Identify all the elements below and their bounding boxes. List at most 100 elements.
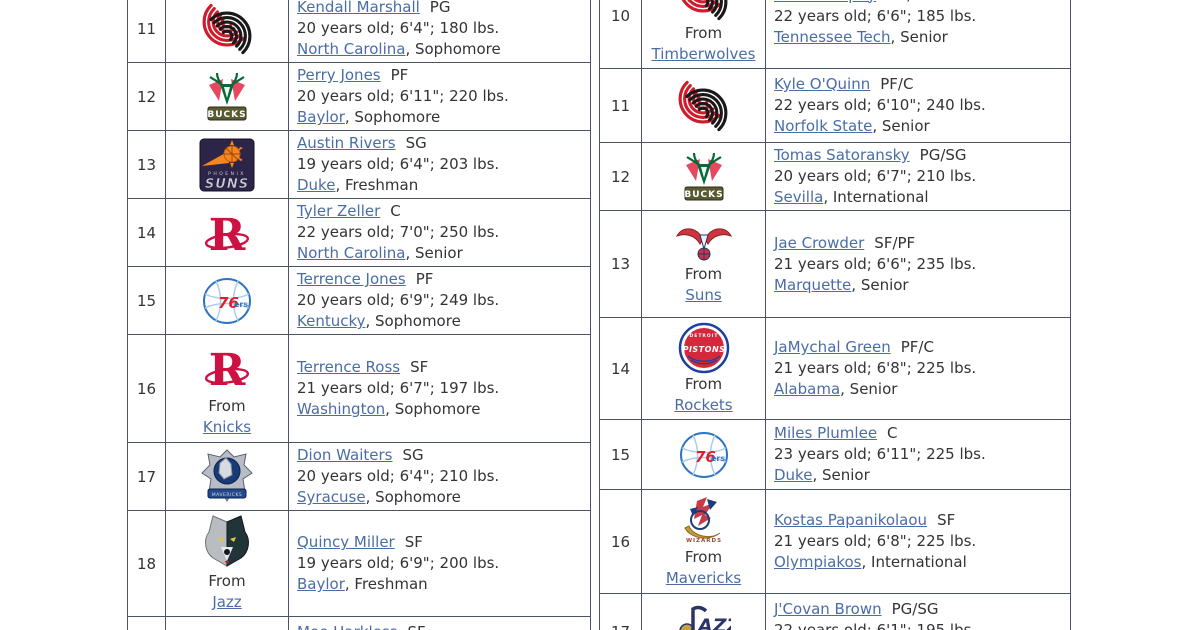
college-link[interactable]: Tennessee Tech bbox=[774, 27, 891, 46]
pick-number: 14 bbox=[610, 359, 631, 378]
pick-number-cell: 14 bbox=[599, 317, 642, 420]
player-name-line: Quincy Miller SF bbox=[297, 532, 584, 553]
team-cell: From Timberwolves bbox=[641, 0, 766, 69]
player-link[interactable]: Kyle O'Quinn bbox=[774, 75, 871, 93]
pick-number-cell: 17 bbox=[127, 442, 166, 511]
pistons-logo-icon: DETROIT PISTONS bbox=[678, 322, 730, 373]
player-position: PG/SG bbox=[919, 146, 967, 164]
player-link[interactable]: Terrence Jones bbox=[297, 270, 406, 288]
pick-number: 15 bbox=[610, 445, 631, 464]
pick-number: 16 bbox=[610, 532, 631, 551]
from-team-link[interactable]: Suns bbox=[685, 286, 722, 304]
pick-number-cell: 13 bbox=[599, 210, 642, 318]
college-line: Alabama, Senior bbox=[774, 379, 1064, 400]
class-text: , Sophomore bbox=[365, 488, 461, 506]
college-link[interactable]: Marquette bbox=[774, 275, 852, 294]
from-team-link[interactable]: Knicks bbox=[202, 417, 252, 436]
table-row: 10 From Timberwolves Kevin Murphy SG/SF 2… bbox=[599, 0, 1071, 69]
college-line: North Carolina, Senior bbox=[297, 243, 584, 264]
team-cell: AZZ bbox=[641, 593, 766, 630]
player-link[interactable]: Austin Rivers bbox=[297, 134, 396, 152]
player-name-line: Kevin Murphy SG/SF bbox=[774, 0, 1064, 6]
player-details: 20 years old; 6'11"; 220 lbs. bbox=[297, 87, 509, 105]
from-team-link[interactable]: Rockets bbox=[674, 395, 733, 414]
college-link[interactable]: Baylor bbox=[297, 108, 345, 126]
player-name-line: Kostas Papanikolaou SF bbox=[774, 510, 1064, 531]
table-row: 18 From Jazz Quincy Miller SF 19 years ol… bbox=[127, 510, 591, 617]
svg-text:AZZ: AZZ bbox=[696, 615, 731, 630]
college-link[interactable]: North Carolina bbox=[297, 40, 406, 58]
college-link[interactable]: Syracuse bbox=[297, 488, 366, 506]
team-cell: MAVERICKS bbox=[165, 442, 289, 511]
college-link[interactable]: North Carolina bbox=[297, 244, 406, 262]
table-row: 14 R Tyler Zeller C 22 years old; 7'0"; 2… bbox=[127, 198, 591, 267]
player-link[interactable]: Quincy Miller bbox=[297, 533, 395, 551]
player-name-line: Miles Plumlee C bbox=[774, 423, 1064, 444]
player-link[interactable]: Kevin Murphy bbox=[774, 0, 876, 4]
wizards-logo-icon: WIZARDS bbox=[676, 496, 732, 544]
college-link[interactable]: Alabama bbox=[774, 380, 841, 398]
player-position: PF/C bbox=[900, 338, 934, 356]
class-text: , Senior bbox=[851, 275, 909, 294]
class-text: , Sophomore bbox=[405, 40, 501, 58]
college-link[interactable]: Kentucky bbox=[297, 312, 366, 330]
timberwolves-logo-icon bbox=[200, 514, 254, 567]
team-cell: From Suns bbox=[641, 210, 766, 318]
player-position: PF bbox=[415, 270, 434, 288]
pick-number-cell: 15 bbox=[599, 419, 642, 490]
player-link[interactable]: Dion Waiters bbox=[297, 446, 393, 464]
table-row: 15 76 ers Miles Plumlee C 23 years old; 6… bbox=[599, 419, 1071, 490]
college-line: Duke, Freshman bbox=[297, 175, 584, 196]
player-details: 22 years old; 7'0"; 250 lbs. bbox=[297, 223, 500, 241]
player-position: SF bbox=[407, 623, 425, 630]
from-team-link[interactable]: Jazz bbox=[212, 592, 242, 611]
college-link[interactable]: Duke bbox=[297, 176, 336, 194]
player-link[interactable]: Miles Plumlee bbox=[774, 424, 878, 442]
player-info-cell: Terrence Jones PF 20 years old; 6'9"; 249… bbox=[288, 266, 591, 335]
svg-text:ers: ers bbox=[711, 454, 725, 463]
player-link[interactable]: Moe Harkless bbox=[297, 623, 397, 630]
class-text: , Senior bbox=[890, 27, 948, 46]
player-info-cell: Kostas Papanikolaou SF 21 years old; 6'8"… bbox=[765, 489, 1071, 594]
pick-number: 11 bbox=[136, 19, 157, 38]
player-info-cell: Moe Harkless SF bbox=[288, 616, 591, 630]
player-position: SF bbox=[404, 533, 423, 551]
table-row: 17 MAVERICKS Dion Waiters SG 20 years old… bbox=[127, 442, 591, 511]
player-position: PG bbox=[429, 0, 451, 16]
college-link[interactable]: Washington bbox=[297, 400, 386, 418]
pick-number-cell bbox=[127, 616, 166, 630]
player-name-line: Dion Waiters SG bbox=[297, 445, 584, 466]
pick-number: 17 bbox=[136, 467, 157, 486]
rockets-logo-icon: R bbox=[204, 345, 250, 396]
table-row: 11 Kendall Marshall PG 20 years old; 6'4"… bbox=[127, 0, 591, 63]
college-link[interactable]: Sevilla bbox=[774, 188, 824, 206]
player-position: SG bbox=[405, 134, 427, 152]
player-link[interactable]: Tomas Satoransky bbox=[774, 146, 910, 164]
table-row: 17 AZZ J'Covan Brown PG/SG 22 years old; … bbox=[599, 593, 1071, 630]
player-link[interactable]: Kostas Papanikolaou bbox=[774, 511, 928, 529]
class-text: , Freshman bbox=[344, 575, 428, 593]
from-team-link[interactable]: Timberwolves bbox=[651, 45, 756, 63]
college-link[interactable]: Duke bbox=[774, 466, 813, 484]
player-link[interactable]: Perry Jones bbox=[297, 66, 381, 84]
pick-number-cell: 17 bbox=[599, 593, 642, 630]
player-name-line: Kyle O'Quinn PF/C bbox=[774, 74, 1064, 95]
player-link[interactable]: Tyler Zeller bbox=[297, 202, 381, 220]
college-link[interactable]: Olympiakos bbox=[774, 553, 862, 571]
suns-logo-icon: PHOENIX SUNS bbox=[199, 138, 255, 192]
player-details: 19 years old; 6'4"; 203 lbs. bbox=[297, 155, 500, 173]
from-label: From bbox=[684, 374, 723, 393]
svg-text:BUCKS: BUCKS bbox=[684, 190, 723, 200]
player-link[interactable]: Terrence Ross bbox=[297, 358, 401, 376]
from-label: From bbox=[684, 265, 723, 283]
player-link[interactable]: JaMychal Green bbox=[774, 338, 891, 356]
college-link[interactable]: Norfolk State bbox=[774, 117, 873, 135]
college-link[interactable]: Baylor bbox=[297, 575, 345, 593]
from-team-link[interactable]: Mavericks bbox=[665, 568, 742, 587]
svg-text:MAVERICKS: MAVERICKS bbox=[212, 492, 243, 498]
player-link[interactable]: J'Covan Brown bbox=[774, 600, 882, 618]
player-link[interactable]: Jae Crowder bbox=[774, 233, 865, 252]
pick-number-cell: 12 bbox=[127, 62, 166, 131]
player-link[interactable]: Kendall Marshall bbox=[297, 0, 420, 16]
